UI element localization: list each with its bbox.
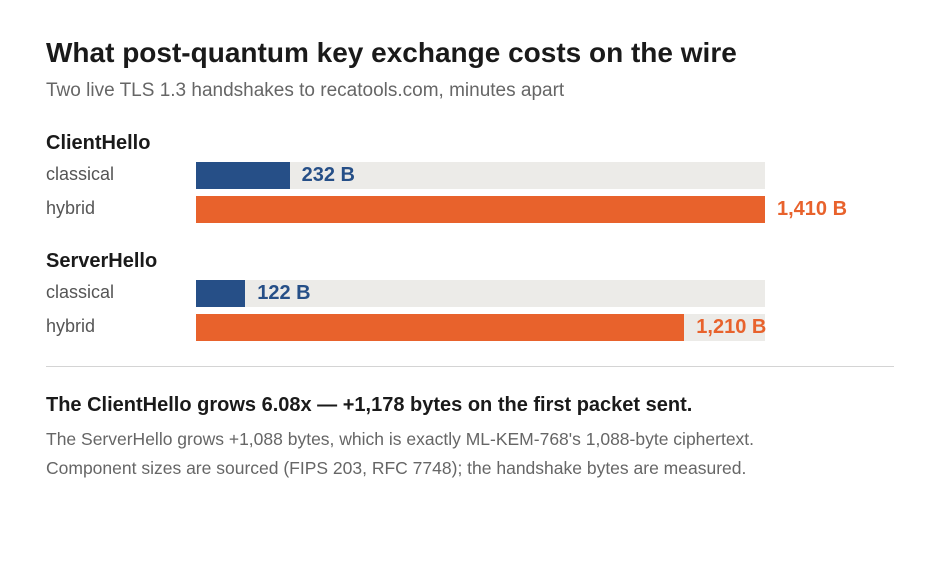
bar-clienthello-hybrid bbox=[196, 196, 765, 223]
bar-track-clienthello-classical: 232 B bbox=[196, 162, 765, 189]
chart-subtitle: Two live TLS 1.3 handshakes to recatools… bbox=[46, 80, 565, 101]
bar-serverhello-classical bbox=[196, 280, 246, 307]
footer-note-2: Component sizes are sourced (FIPS 203, R… bbox=[46, 458, 747, 478]
row-label-serverhello-hybrid: hybrid bbox=[46, 316, 96, 336]
group-title-clienthello: ClientHello bbox=[46, 132, 151, 154]
footer-note-1: The ServerHello grows +1,088 bytes, whic… bbox=[46, 429, 755, 449]
row-label-clienthello-classical: classical bbox=[46, 164, 115, 184]
bar-track-serverhello-classical: 122 B bbox=[196, 280, 765, 307]
section-divider bbox=[46, 366, 894, 367]
footer-headline: The ClientHello grows 6.08x — +1,178 byt… bbox=[46, 394, 693, 416]
bar-track-serverhello-hybrid: 1,210 B bbox=[196, 314, 767, 341]
bar-clienthello-classical bbox=[196, 162, 290, 189]
value-label-serverhello-classical: 122 B bbox=[257, 282, 311, 304]
bar-serverhello-hybrid bbox=[196, 314, 685, 341]
bar-track-clienthello-hybrid: 1,410 B bbox=[196, 196, 847, 223]
value-label-clienthello-classical: 232 B bbox=[301, 164, 355, 186]
group-title-serverhello: ServerHello bbox=[46, 250, 158, 272]
chart-title: What post-quantum key exchange costs on … bbox=[46, 37, 737, 68]
value-label-clienthello-hybrid: 1,410 B bbox=[777, 198, 848, 220]
value-label-serverhello-hybrid: 1,210 B bbox=[696, 316, 767, 338]
row-label-clienthello-hybrid: hybrid bbox=[46, 198, 96, 218]
row-label-serverhello-classical: classical bbox=[46, 282, 115, 302]
